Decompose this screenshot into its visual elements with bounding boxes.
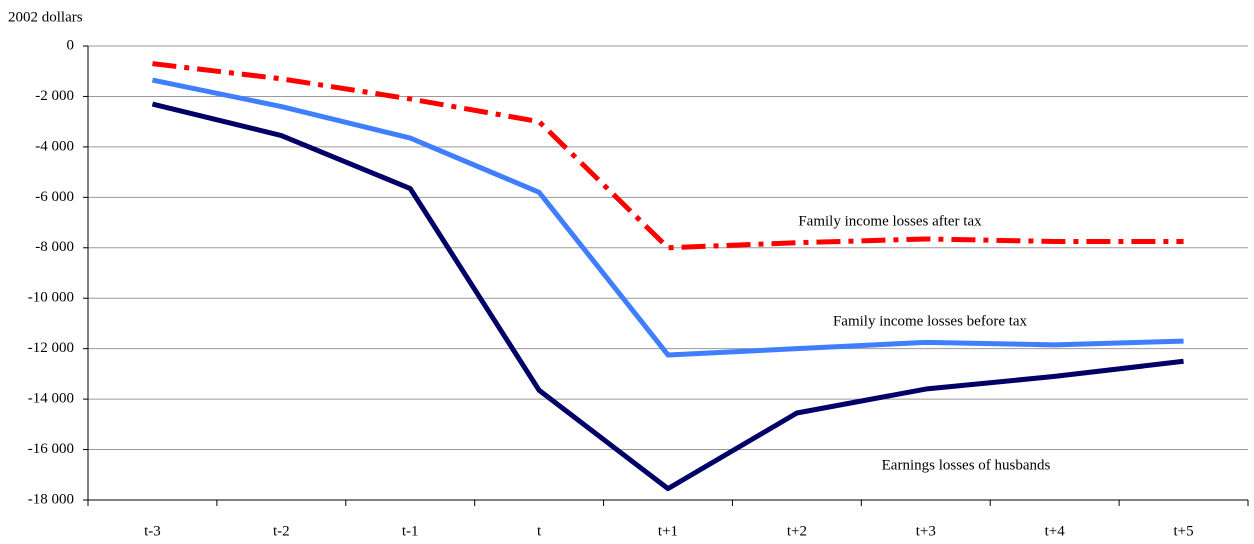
series-label: Earnings losses of husbands (882, 457, 1051, 473)
y-tick-label: -6 000 (35, 189, 74, 205)
series-line (151, 101, 1184, 492)
x-tick-label: t-3 (144, 523, 161, 539)
y-tick-label: -4 000 (35, 138, 74, 154)
y-tick-label: -8 000 (35, 239, 74, 255)
x-tick-label: t+1 (658, 523, 678, 539)
x-tick-label: t+2 (787, 523, 807, 539)
y-tick-label: -16 000 (28, 441, 74, 457)
x-tick-label: t-2 (273, 523, 290, 539)
series-line (152, 61, 1184, 251)
y-tick-label: -2 000 (35, 88, 74, 104)
x-tick-label: t (537, 523, 542, 539)
x-tick-label: t+5 (1173, 523, 1193, 539)
series-line (151, 77, 1184, 358)
y-tick-label: -18 000 (28, 491, 74, 507)
series-label: Family income losses before tax (833, 313, 1028, 329)
x-tick-label: t+4 (1045, 523, 1066, 539)
y-axis-label: 2002 dollars (8, 9, 83, 25)
y-tick-label: 0 (67, 37, 75, 53)
x-tick-label: t+3 (916, 523, 936, 539)
y-tick-label: -12 000 (28, 340, 74, 356)
x-tick-label: t-1 (402, 523, 419, 539)
y-tick-label: -14 000 (28, 391, 74, 407)
y-tick-label: -10 000 (28, 290, 74, 306)
series-label: Family income losses after tax (798, 213, 982, 229)
